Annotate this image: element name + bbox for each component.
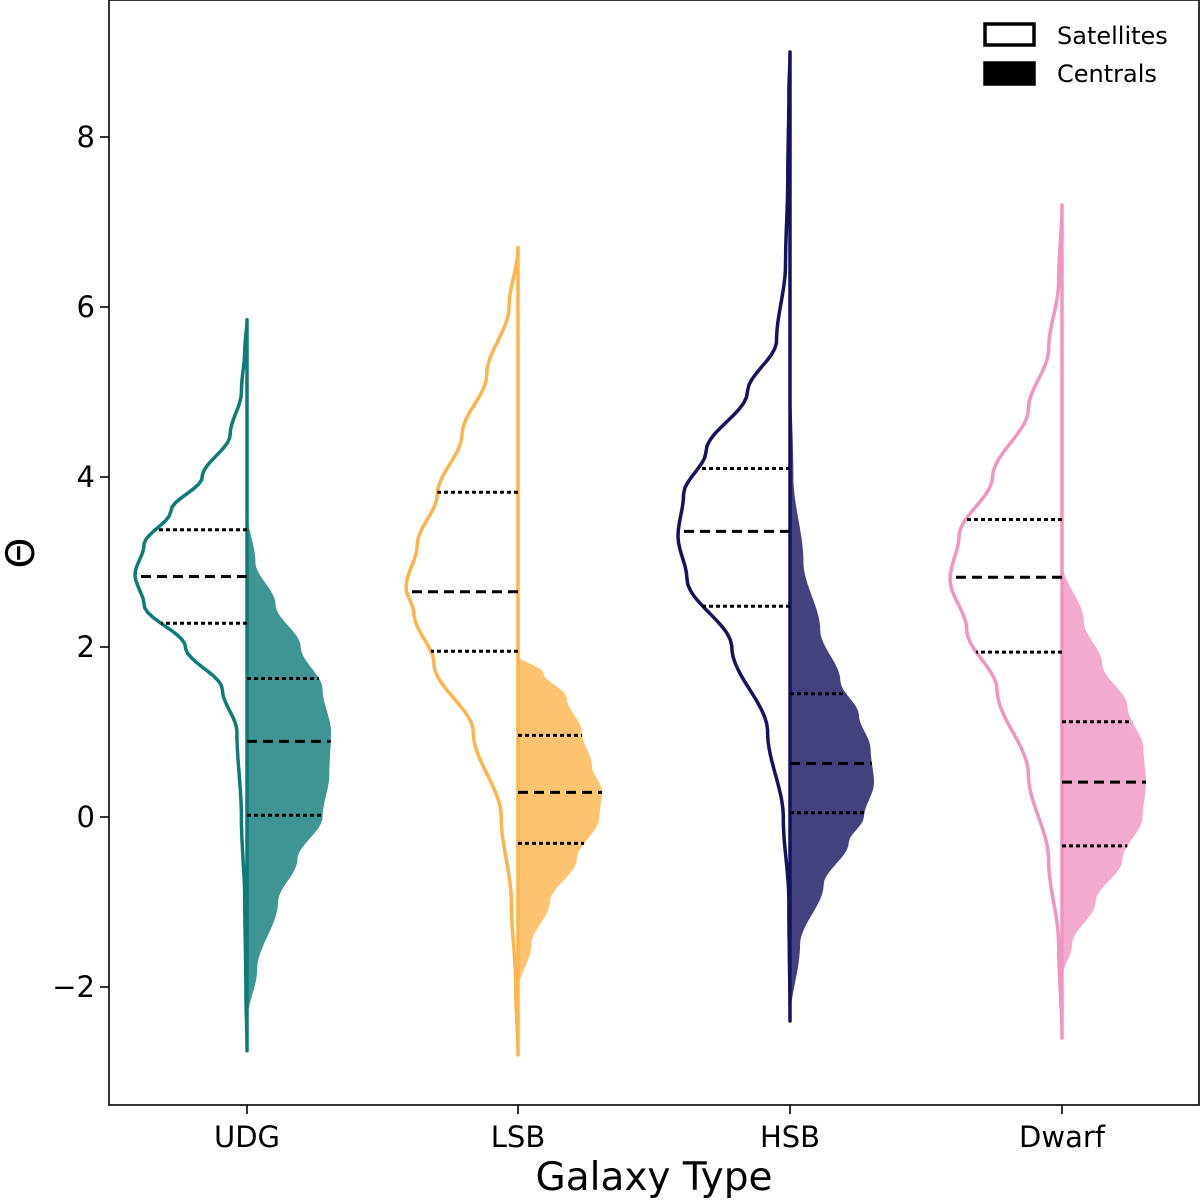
y-axis-title: Θ [0, 538, 44, 569]
legend-swatch-filled [983, 61, 1036, 86]
x-tick-label-hsb: HSB [760, 1120, 820, 1154]
violin-satellites-dwarf [948, 203, 1064, 1040]
y-tick-label-3: 4 [77, 460, 95, 494]
y-tick-label-2: 2 [77, 630, 95, 664]
y-tick-label-5: 8 [77, 120, 95, 154]
violin-satellites-lsb [404, 245, 520, 1057]
x-tick-label-dwarf: Dwarf [1019, 1120, 1106, 1154]
violin-satellites-udg [133, 318, 249, 1053]
legend: Satellites Centrals [983, 22, 1168, 88]
y-tick-label-0: −2 [52, 970, 95, 1004]
legend-label-satellites: Satellites [1057, 22, 1168, 50]
x-tick-label-udg: UDG [214, 1120, 280, 1154]
violin-satellites-hsb [676, 50, 792, 1023]
y-tick-label-4: 6 [77, 290, 95, 324]
x-axis-title: Galaxy Type [536, 1155, 773, 1200]
y-axis: −2 0 2 4 6 8 [52, 120, 109, 1004]
violin-centrals-lsb [518, 655, 602, 992]
y-tick-label-1: 0 [77, 800, 95, 834]
violin-centrals-dwarf [1062, 562, 1146, 979]
x-tick-label-lsb: LSB [491, 1120, 545, 1154]
plot-frame [108, 0, 1200, 1106]
violin-centrals-hsb [790, 341, 874, 1021]
x-axis: UDG LSB HSB Dwarf [214, 1105, 1106, 1154]
legend-swatch-outline [983, 22, 1036, 47]
violins [133, 50, 1146, 1057]
quartile-lines [135, 467, 1146, 848]
violin-centrals-udg [247, 511, 331, 1021]
legend-label-centrals: Centrals [1057, 60, 1157, 88]
